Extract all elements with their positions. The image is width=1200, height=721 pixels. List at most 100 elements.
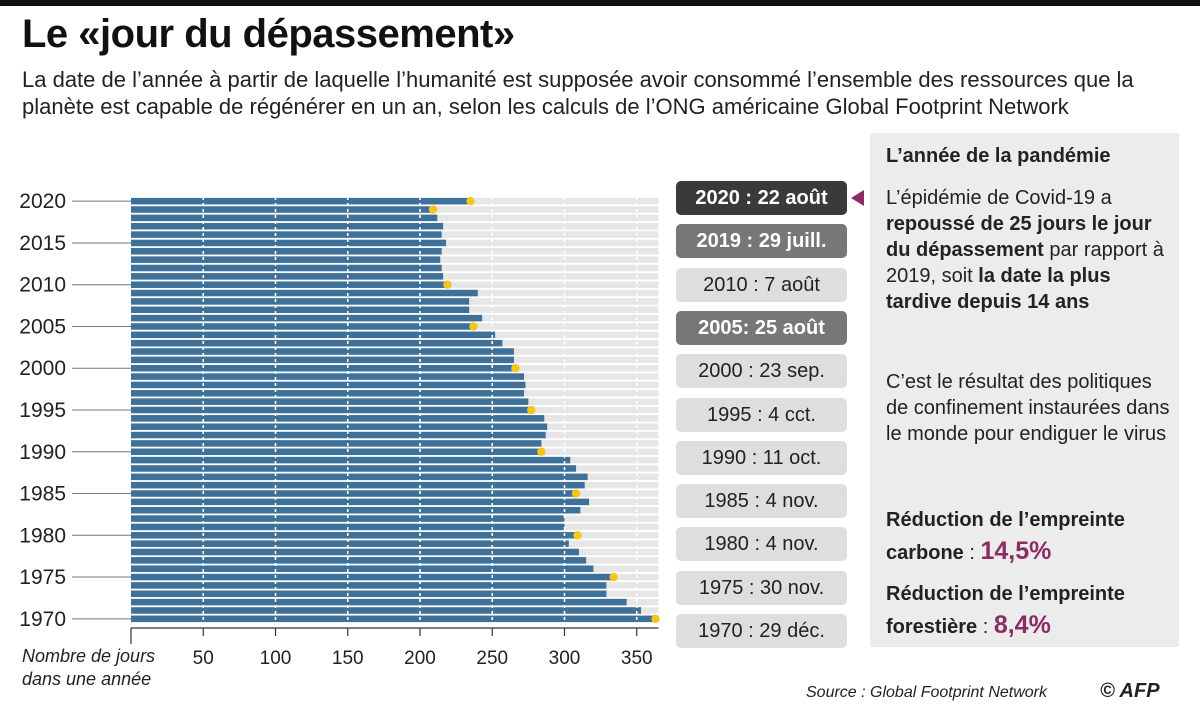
ytick-label-1995: 1995 xyxy=(19,399,66,422)
xtick-label-100: 100 xyxy=(260,648,292,669)
forest-reduction-value: 8,4% xyxy=(993,611,1051,639)
panel-paragraph-covid: L’épidémie de Covid-19 a repoussé de 25 … xyxy=(886,185,1171,315)
bar-1984 xyxy=(131,498,590,506)
chart-x-axis: 50 100 150 200 250 300 350 xyxy=(130,627,659,669)
bar-1980 xyxy=(131,532,578,539)
callout-2: 2010 : 7 août xyxy=(676,267,847,302)
x-axis-caption-line1: Nombre de jours xyxy=(22,646,156,666)
bar-2016 xyxy=(131,231,442,238)
callout-1: 2019 : 29 juill. xyxy=(676,224,847,259)
bar-1973 xyxy=(131,590,607,598)
callout-10: 1970 : 29 déc. xyxy=(676,614,847,648)
pandemic-info-panel: L’année de la pandémie L’épidémie de Cov… xyxy=(870,133,1179,647)
bar-2008 xyxy=(131,298,470,305)
bar-1974 xyxy=(131,582,607,589)
bar-1975 xyxy=(131,573,614,581)
source-credit: Source : Global Footprint Network xyxy=(806,684,1047,701)
forest-reduction-sep: : xyxy=(977,616,994,638)
ytick-label-1970: 1970 xyxy=(19,608,66,631)
highlight-dot-1980 xyxy=(573,531,582,540)
panel-p1-text-a: L’épidémie de Covid-19 a xyxy=(886,187,1112,209)
bar-1983 xyxy=(131,506,581,514)
xtick-label-350: 350 xyxy=(621,648,653,669)
bar-1976 xyxy=(131,565,594,572)
ytick-label-2010: 2010 xyxy=(19,274,66,297)
forest-reduction-label: Réduction de l’empreinte forestière xyxy=(886,583,1125,638)
chart-gridlines xyxy=(202,197,638,623)
xtick-label-50: 50 xyxy=(193,648,214,669)
afp-logo: © AFP xyxy=(1100,680,1160,702)
bar-1977 xyxy=(131,557,587,564)
callout-9: 1975 : 30 nov. xyxy=(676,570,847,605)
bar-2014 xyxy=(131,248,442,255)
highlight-dot-2019 xyxy=(428,205,438,214)
bar-1993 xyxy=(131,423,548,430)
carbon-reduction-sep: : xyxy=(963,542,981,564)
ytick-label-2020: 2020 xyxy=(19,190,66,213)
bar-1970 xyxy=(131,615,656,623)
bar-1991 xyxy=(131,440,542,447)
ytick-label-1975: 1975 xyxy=(19,566,66,589)
callout-6: 1990 : 11 oct. xyxy=(676,440,847,475)
bar-1996 xyxy=(131,398,529,405)
bar-1995 xyxy=(131,406,532,414)
highlight-dot-1990 xyxy=(537,447,546,456)
bar-2005 xyxy=(131,323,474,330)
callout-7: 1985 : 4 nov. xyxy=(676,484,847,519)
chart-bars xyxy=(131,197,656,623)
bar-1994 xyxy=(131,415,545,422)
bar-1982 xyxy=(131,515,565,522)
bar-2017 xyxy=(131,222,444,230)
bar-1979 xyxy=(131,540,569,547)
bar-1985 xyxy=(131,490,577,497)
callout-4: 2000 : 23 sep. xyxy=(676,354,847,389)
bar-2001 xyxy=(131,356,514,364)
panel-carbon-reduction: Réduction de l’empreinte carbone : 14,5% xyxy=(886,505,1171,569)
bar-1992 xyxy=(131,431,546,439)
bar-1989 xyxy=(131,456,571,464)
callout-5: 1995 : 4 cct. xyxy=(676,397,847,432)
ytick-label-1980: 1980 xyxy=(19,524,66,547)
bar-1972 xyxy=(131,598,627,606)
panel-forest-reduction: Réduction de l’empreinte forestière : 8,… xyxy=(886,579,1171,643)
carbon-reduction-label: Réduction de l’empreinte carbone xyxy=(886,509,1125,564)
bar-2020 xyxy=(131,197,471,205)
page-subtitle: La date de l’année à partir de laquelle … xyxy=(22,67,1134,119)
xtick-label-250: 250 xyxy=(476,648,508,669)
ytick-label-1985: 1985 xyxy=(19,483,66,506)
callout-0: 2020 : 22 août xyxy=(676,181,847,215)
bar-2010 xyxy=(131,281,448,288)
highlight-dot-1970 xyxy=(651,614,660,624)
bar-1978 xyxy=(131,548,579,556)
bar-1987 xyxy=(131,473,588,481)
panel-p1-bold-a: repoussé de 25 jours le jour du dépassem… xyxy=(886,213,1152,261)
highlight-dot-1995 xyxy=(527,405,536,415)
xtick-label-300: 300 xyxy=(549,648,581,669)
highlight-dot-2005 xyxy=(469,322,478,331)
x-axis-caption: Nombre de jours dans une année xyxy=(22,645,155,691)
page-title: Le «jour du dépassement» xyxy=(22,12,515,56)
ytick-label-2005: 2005 xyxy=(19,315,66,338)
bar-2009 xyxy=(131,289,478,297)
callout-3: 2005: 25 août xyxy=(676,310,847,345)
panel-paragraph-lockdown: C’est le résultat des politiques de conf… xyxy=(886,371,1170,445)
xtick-label-200: 200 xyxy=(404,648,436,669)
bar-1998 xyxy=(131,381,526,389)
ytick-label-2000: 2000 xyxy=(19,357,66,380)
panel-p1-text-b: par rapport à 2019, soit xyxy=(886,239,1164,287)
carbon-reduction-value: 14,5% xyxy=(980,537,1052,565)
top-rule xyxy=(0,0,1200,6)
bar-2007 xyxy=(131,306,470,314)
ytick-label-1990: 1990 xyxy=(19,441,66,464)
bar-2019 xyxy=(131,206,434,213)
bar-2006 xyxy=(131,314,483,322)
bar-1988 xyxy=(131,465,577,472)
bar-2011 xyxy=(131,273,444,280)
bar-2002 xyxy=(131,348,514,355)
bar-1986 xyxy=(131,481,585,489)
x-axis-caption-line2: dans une année xyxy=(22,669,152,689)
bar-1999 xyxy=(131,373,525,380)
callout-8: 1980 : 4 nov. xyxy=(676,527,847,562)
highlight-dot-1975 xyxy=(609,572,618,582)
